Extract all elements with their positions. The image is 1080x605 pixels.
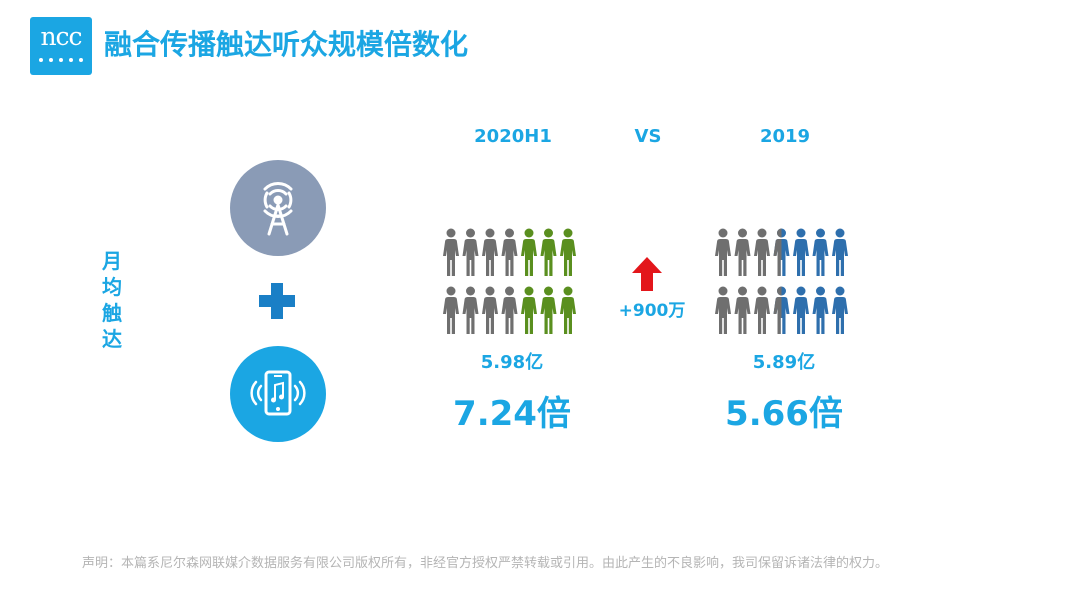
person-icon <box>482 228 498 276</box>
person-icon <box>812 286 829 334</box>
music-phone-icon <box>230 346 326 442</box>
people-group-left <box>443 228 576 334</box>
radio-tower-icon <box>230 160 326 256</box>
multiple-left: 7.24倍 <box>453 394 571 434</box>
value-left: 5.98亿 <box>480 352 544 373</box>
person-icon <box>462 228 479 276</box>
ncc-logo: ncc <box>30 17 92 75</box>
logo-dots <box>39 58 83 62</box>
side-label-char: 触 <box>102 301 122 325</box>
page-title: 融合传播触达听众规模倍数化 <box>104 28 469 61</box>
person-icon <box>560 228 576 276</box>
value-right: 5.89亿 <box>752 352 816 373</box>
person-icon <box>812 228 829 276</box>
person-icon <box>754 286 770 334</box>
person-icon <box>773 286 782 334</box>
side-label-char: 月 <box>102 249 122 273</box>
person-icon <box>540 286 557 334</box>
period-left-label: 2020H1 <box>474 126 552 147</box>
person-icon <box>482 286 498 334</box>
multiple-right: 5.66倍 <box>725 394 843 434</box>
person-icon <box>832 228 848 276</box>
change-label: +900万 <box>618 301 686 321</box>
person-icon <box>832 286 848 334</box>
person-icon <box>501 228 518 276</box>
person-icon <box>443 286 459 334</box>
disclaimer-text: 声明：本篇系尼尔森网联媒介数据服务有限公司版权所有，非经官方授权严禁转载或引用。… <box>82 556 889 571</box>
side-label-char: 达 <box>102 327 122 351</box>
person-icon <box>715 286 731 334</box>
people-group-right <box>715 228 848 334</box>
side-label: 月 均 触 达 <box>99 248 125 352</box>
person-icon <box>734 228 751 276</box>
person-icon <box>462 286 479 334</box>
person-icon <box>521 286 537 334</box>
plus-icon <box>259 283 295 319</box>
person-icon <box>754 228 770 276</box>
person-icon <box>501 286 518 334</box>
logo-text: ncc <box>40 22 82 51</box>
vs-label: VS <box>634 126 662 147</box>
person-icon <box>540 228 557 276</box>
person-icon <box>734 286 751 334</box>
person-icon <box>793 286 809 334</box>
period-right-label: 2019 <box>759 126 811 147</box>
person-icon <box>773 228 782 276</box>
side-label-char: 均 <box>102 275 122 299</box>
person-icon <box>521 228 537 276</box>
up-arrow-icon <box>632 257 662 291</box>
person-icon <box>793 228 809 276</box>
person-icon <box>560 286 576 334</box>
person-icon <box>443 228 459 276</box>
person-icon <box>715 228 731 276</box>
